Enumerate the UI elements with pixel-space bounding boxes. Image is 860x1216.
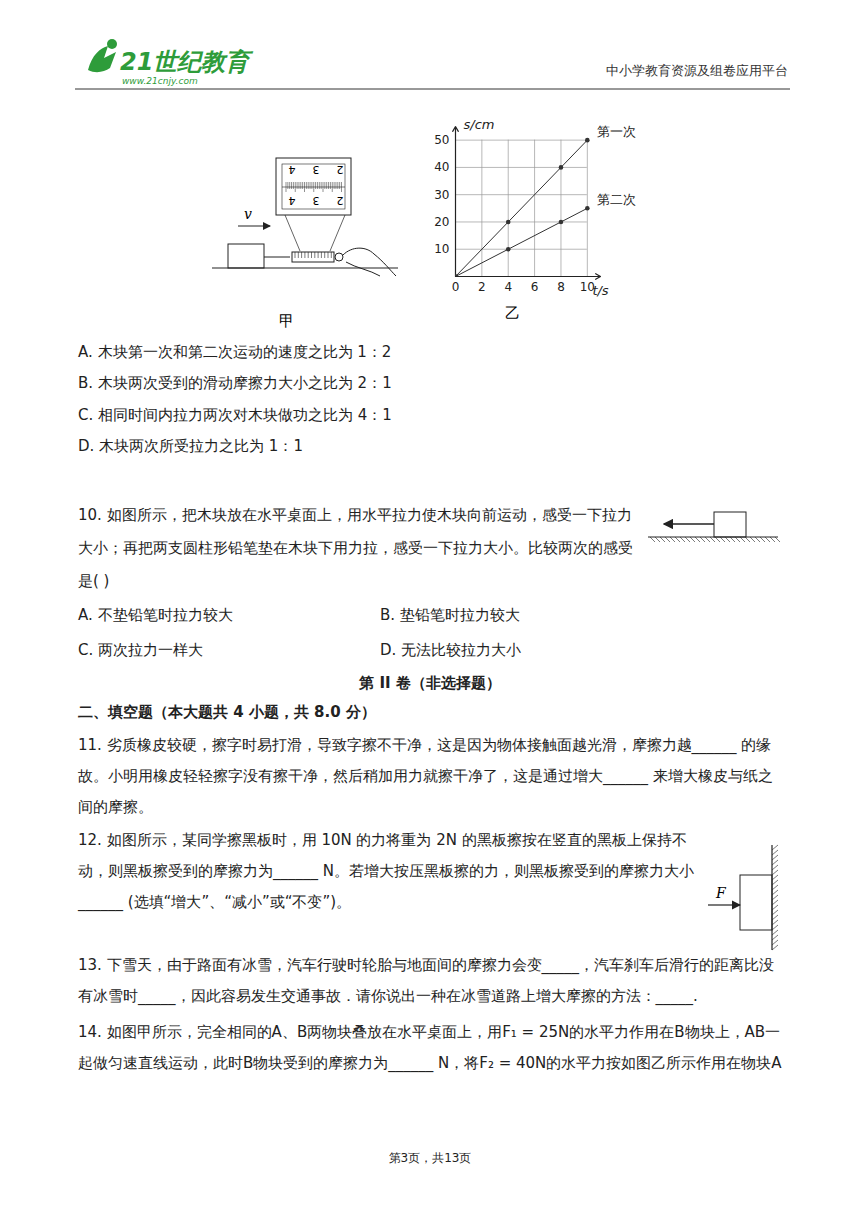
svg-text:50: 50 [434,133,449,147]
svg-text:www.21cnjy.com: www.21cnjy.com [122,76,198,86]
svg-text:30: 30 [434,188,449,202]
html-text:10. 如图所示，把木块放在水平桌面上，用水平拉力使木块向前: 10. 如图所示，把木块放在水平桌面上，用水平拉力使木块向前运动，感受一下拉力大… [78,506,633,590]
svg-text:甲: 甲 [279,312,294,330]
html-text:A. 不垫铅笔时拉力较大: A. 不垫铅笔时拉力较大 [78,606,233,624]
svg-text:F: F [715,885,727,901]
html-text:11. 劣质橡皮较硬，擦字时易打滑，导致字擦不干净，这是因为: 11. 劣质橡皮较硬，擦字时易打滑，导致字擦不干净，这是因为物体接触面越光滑，摩… [78,736,773,816]
svg-text:6: 6 [531,280,539,294]
svg-text:40: 40 [434,160,449,174]
svg-text:4: 4 [289,163,296,176]
html-text:12. 如图所示，某同学擦黑板时，用 10N 的力将重为 2: 12. 如图所示，某同学擦黑板时，用 10N 的力将重为 2N 的黑板擦按在竖直… [78,831,694,911]
svg-text:s/cm: s/cm [464,117,495,132]
svg-text:2: 2 [337,163,344,176]
svg-text:4: 4 [289,194,296,207]
svg-text:21世纪教育: 21世纪教育 [120,48,254,76]
svg-text:3: 3 [313,163,320,176]
html-text:B. 垫铅笔时拉力较大: B. 垫铅笔时拉力较大 [380,606,520,624]
html-text:C. 相同时间内拉力两次对木块做功之比为 4：1: C. 相同时间内拉力两次对木块做功之比为 4：1 [78,406,392,424]
svg-text:第二次: 第二次 [597,192,636,207]
html-text:第 II 卷（非选择题）: 第 II 卷（非选择题） [359,674,501,692]
svg-text:0: 0 [452,280,460,294]
html-text:第3页，共13页: 第3页，共13页 [388,1151,472,1165]
html-text:14. 如图甲所示，完全相同的A、B两物块叠放在水平桌面上，: 14. 如图甲所示，完全相同的A、B两物块叠放在水平桌面上，用F₁ = 25N的… [78,1023,782,1072]
svg-text:8: 8 [557,280,565,294]
svg-text:t/s: t/s [592,282,609,298]
svg-text:乙: 乙 [505,304,520,322]
svg-text:4: 4 [504,280,512,294]
svg-text:第一次: 第一次 [597,124,636,139]
html-text:A. 木块第一次和第二次运动的速度之比为 1：2: A. 木块第一次和第二次运动的速度之比为 1：2 [78,343,392,361]
svg-text:20: 20 [434,215,449,229]
svg-text:2: 2 [337,194,344,207]
html-text:D. 木块两次所受拉力之比为 1：1: D. 木块两次所受拉力之比为 1：1 [78,437,303,455]
svg-text:v: v [244,206,252,222]
svg-text:3: 3 [313,194,320,207]
html-text:D. 无法比较拉力大小: D. 无法比较拉力大小 [380,641,522,659]
svg-text:2: 2 [478,280,486,294]
svg-text:中小学教育资源及组卷应用平台: 中小学教育资源及组卷应用平台 [606,63,788,78]
html-text:二、填空题（本大题共 4 小题，共 8.0 分）: 二、填空题（本大题共 4 小题，共 8.0 分） [78,703,376,721]
html-text:C. 两次拉力一样大: C. 两次拉力一样大 [78,641,203,659]
svg-text:10: 10 [434,242,449,256]
html-text:B. 木块两次受到的滑动摩擦力大小之比为 2：1: B. 木块两次受到的滑动摩擦力大小之比为 2：1 [78,374,392,392]
html-text:13. 下雪天，由于路面有冰雪，汽车行驶时轮胎与地面间的摩擦: 13. 下雪天，由于路面有冰雪，汽车行驶时轮胎与地面间的摩擦力会变_____，汽… [78,956,775,1005]
svg-text:10: 10 [580,280,595,294]
